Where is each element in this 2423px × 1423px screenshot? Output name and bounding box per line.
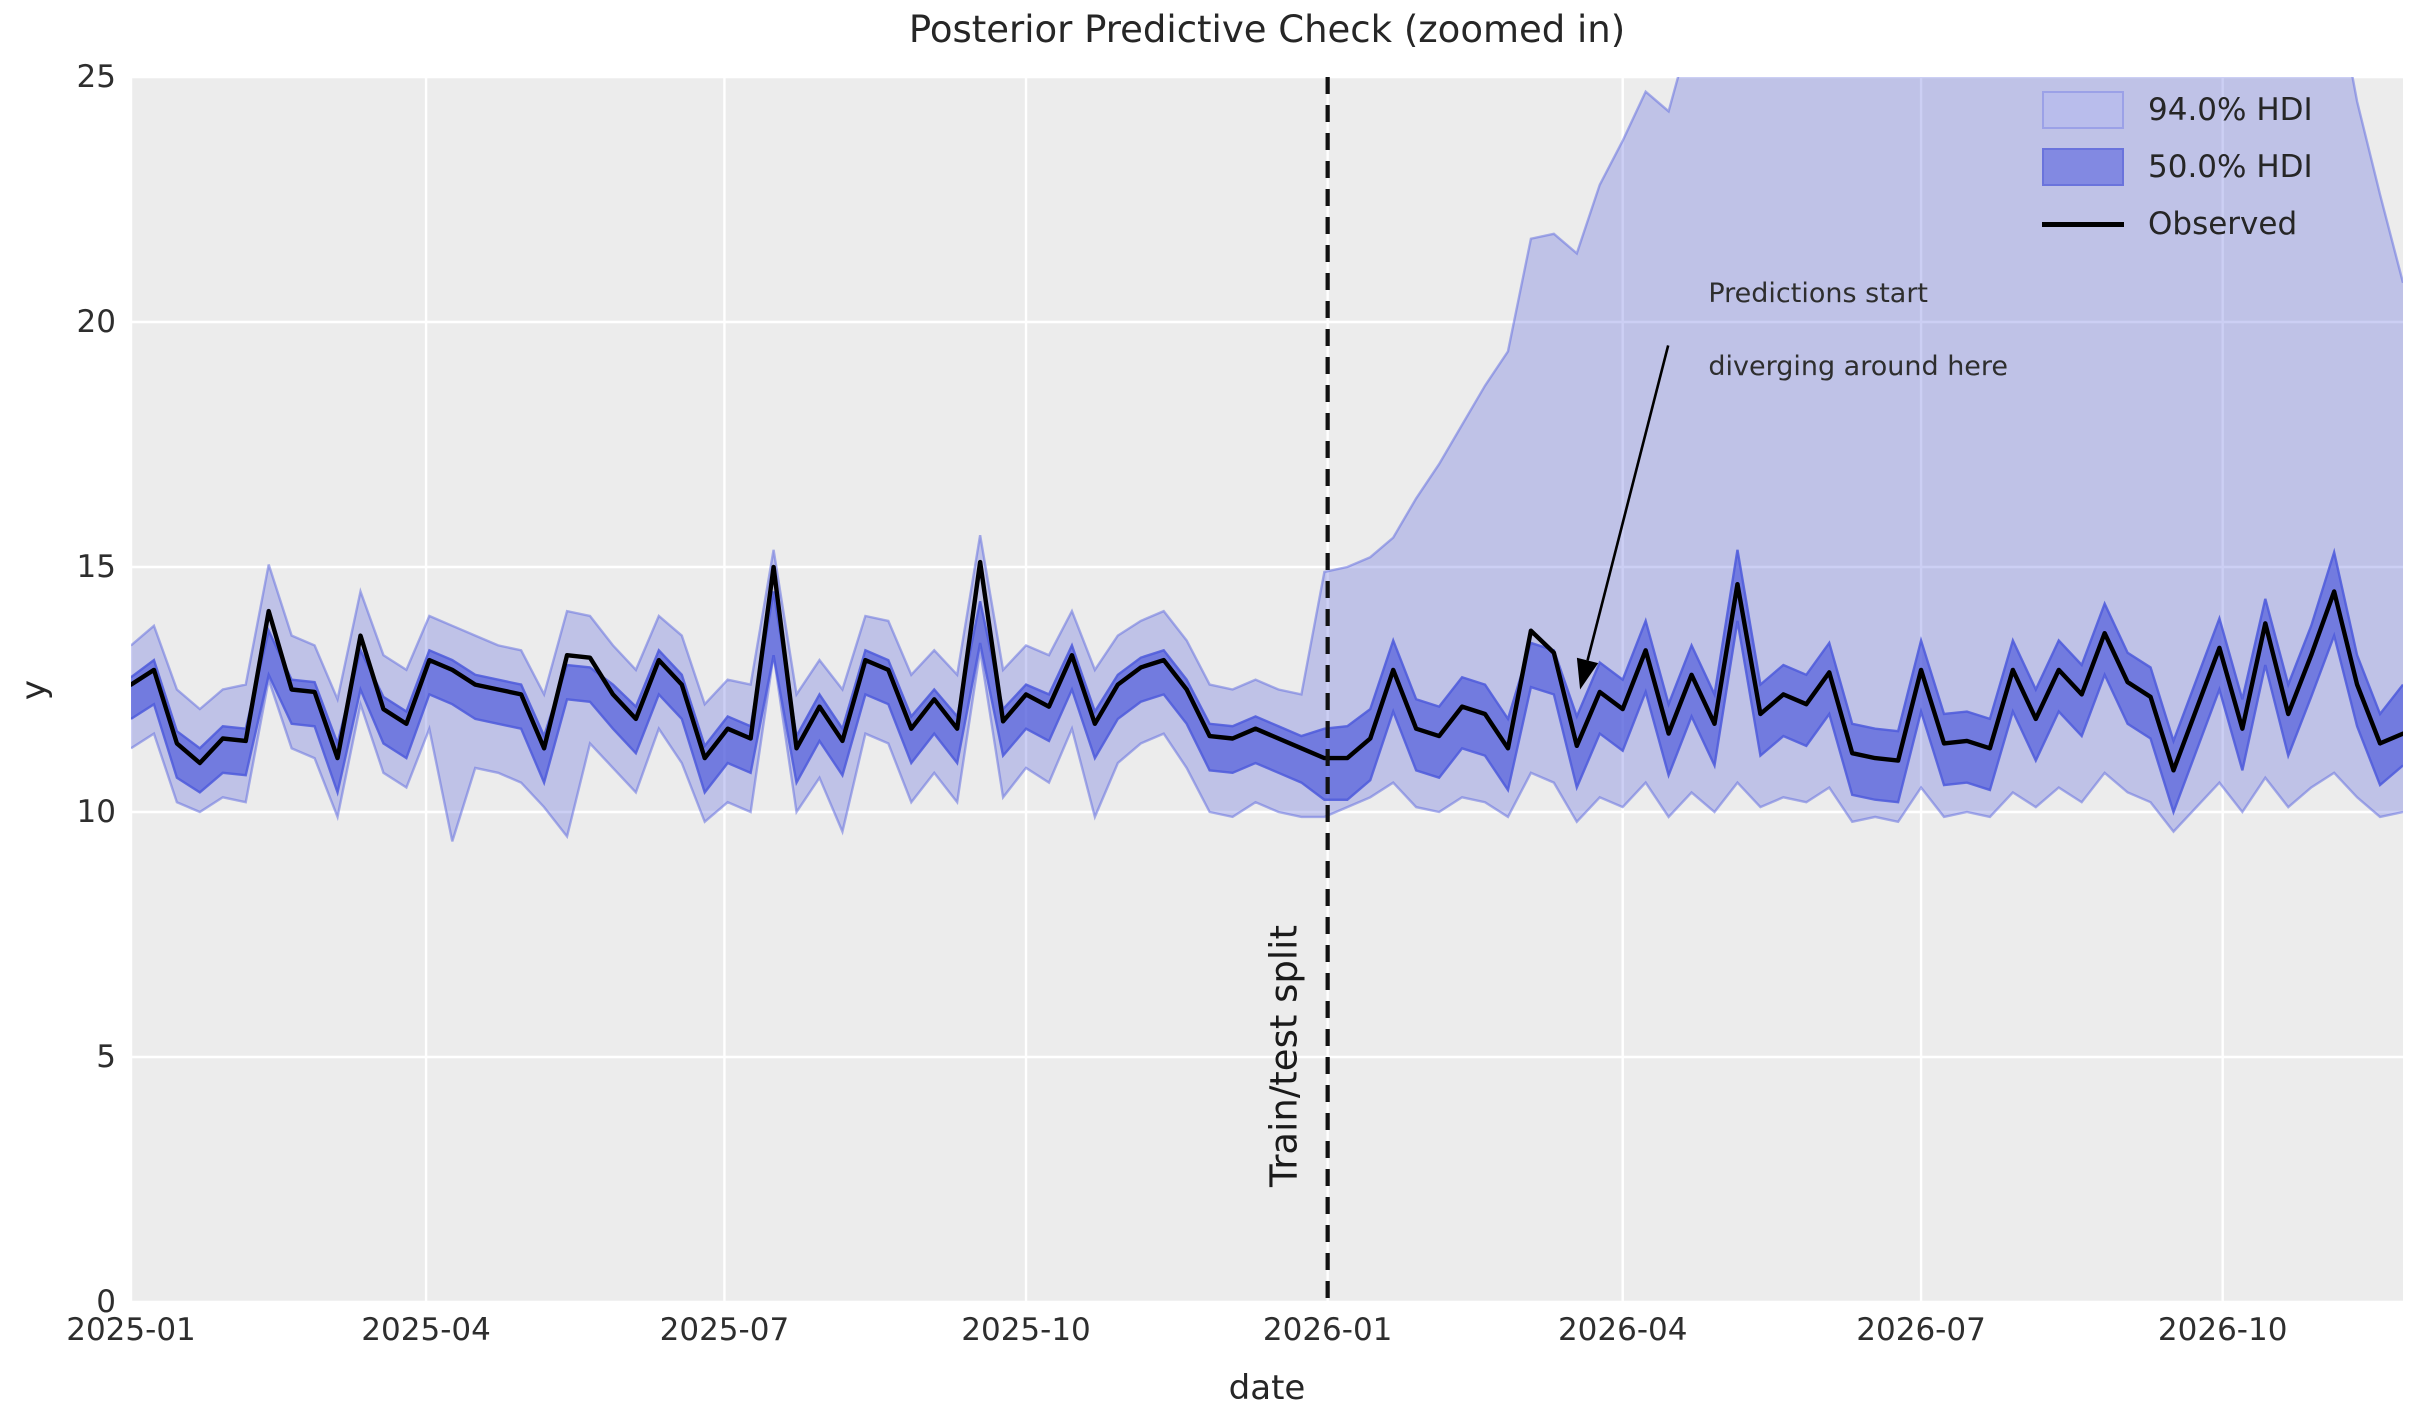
x-tick-label: 2025-10 [961, 1312, 1091, 1348]
x-tick-label: 2026-07 [1856, 1312, 1986, 1348]
annotation-arrowhead [1576, 657, 1599, 690]
x-axis-label: date [1228, 1368, 1306, 1408]
y-tick-label: 0 [96, 1284, 116, 1320]
x-tick-label: 2026-10 [2157, 1312, 2288, 1348]
x-tick-label: 2025-04 [361, 1312, 491, 1348]
annotation-line-2: diverging around here [1708, 351, 2009, 383]
hdi94-lower-edge [131, 650, 2403, 842]
y-tick-label: 10 [76, 794, 116, 830]
hdi94-upper-edge [131, 77, 2403, 711]
divergence-annotation-text: Predictions start diverging around here [1674, 240, 2008, 422]
y-tick-label: 25 [76, 59, 116, 95]
annotation-arrow-line [1586, 345, 1670, 661]
hdi50-band-swatch [2042, 148, 2124, 186]
legend-label-hdi94: 94.0% HDI [2148, 92, 2313, 128]
hdi50-lower-edge [131, 620, 2403, 816]
hdi94-band [131, 77, 2403, 842]
legend-item-hdi94: 94.0% HDI [2042, 90, 2313, 130]
y-tick-label: 5 [96, 1039, 116, 1075]
x-tick-label: 2026-01 [1262, 1312, 1393, 1348]
hdi50-upper-edge [131, 547, 2403, 750]
chart-title: Posterior Predictive Check (zoomed in) [908, 8, 1626, 51]
x-tick-label: 2025-01 [66, 1312, 196, 1348]
observed-line-swatch [2042, 221, 2124, 227]
annotation-line-1: Predictions start [1708, 278, 1929, 310]
y-axis-label: y [14, 679, 54, 701]
observed-line [131, 559, 2403, 773]
legend: 94.0% HDI 50.0% HDI Observed [2042, 90, 2313, 244]
y-tick-label: 20 [76, 304, 116, 340]
x-tick-label: 2025-07 [659, 1312, 790, 1348]
legend-label-hdi50: 50.0% HDI [2148, 149, 2313, 185]
x-tick-label: 2026-04 [1557, 1312, 1688, 1348]
legend-item-hdi50: 50.0% HDI [2042, 147, 2313, 187]
y-tick-label: 15 [76, 549, 116, 585]
train-test-split-label: Train/test split [1262, 925, 1306, 1187]
legend-label-observed: Observed [2148, 206, 2298, 242]
legend-item-observed: Observed [2042, 204, 2313, 244]
hdi94-band-swatch [2042, 91, 2124, 129]
plot-area [131, 77, 2403, 1302]
